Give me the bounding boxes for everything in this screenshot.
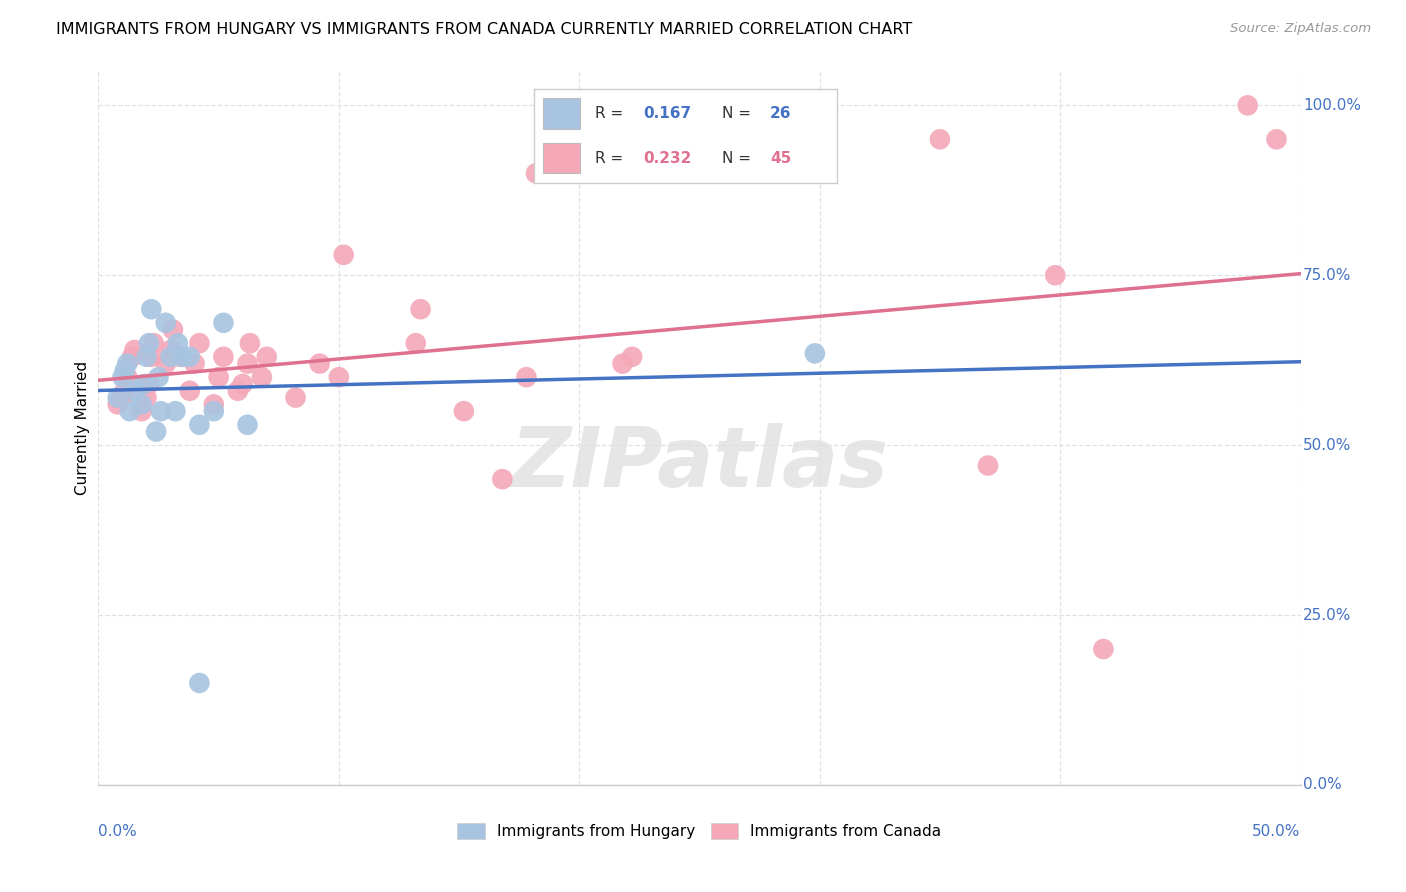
Text: 100.0%: 100.0% [1303,98,1361,113]
Point [166,336,188,351]
Point [236,417,259,432]
Text: Source: ZipAtlas.com: Source: ZipAtlas.com [1230,22,1371,36]
Point [621,350,644,364]
Point [159,350,181,364]
Legend: Immigrants from Hungary, Immigrants from Canada: Immigrants from Hungary, Immigrants from… [451,817,948,845]
Point [179,350,201,364]
Point [111,370,134,384]
Point [256,350,278,364]
Point [165,404,187,418]
Point [409,302,432,317]
Point [179,384,201,398]
Point [107,397,129,411]
Text: 45: 45 [770,151,792,166]
Point [155,316,177,330]
Point [169,350,191,364]
Bar [543,143,579,173]
Text: 50.0%: 50.0% [1303,438,1351,452]
Point [804,346,827,360]
Point [491,472,513,486]
Point [515,370,537,384]
Point [226,384,249,398]
Point [202,404,225,418]
Point [159,343,181,357]
Point [135,391,157,405]
Point [145,425,167,439]
Point [138,336,160,351]
Point [114,363,136,377]
Text: 75.0%: 75.0% [1303,268,1351,283]
Point [149,404,172,418]
Point [212,350,235,364]
Point [117,357,139,371]
Point [212,316,235,330]
Text: 0.167: 0.167 [643,105,692,120]
Point [141,350,163,364]
Point [239,336,262,351]
Text: 0.0%: 0.0% [98,824,138,839]
Point [284,391,307,405]
Point [141,302,163,317]
Point [111,391,134,405]
Point [453,404,475,418]
Point [328,370,350,384]
Point [162,323,184,337]
Point [131,397,153,411]
Point [138,376,160,391]
Point [202,397,225,411]
Point [155,357,177,371]
Point [107,391,129,405]
Point [124,343,146,357]
Point [172,350,194,364]
Text: N =: N = [721,105,755,120]
Point [612,357,634,371]
Point [183,357,205,371]
Text: 26: 26 [770,105,792,120]
Point [188,676,211,690]
Bar [543,97,579,128]
Point [131,404,153,418]
Text: 0.0%: 0.0% [1303,778,1341,792]
Point [1236,98,1258,112]
Point [308,357,330,371]
Text: N =: N = [721,151,755,166]
Point [132,376,155,391]
Point [1092,642,1115,657]
Point [124,384,146,398]
Text: 25.0%: 25.0% [1303,607,1351,623]
Point [148,370,170,384]
Point [250,370,273,384]
Point [236,357,259,371]
Text: IMMIGRANTS FROM HUNGARY VS IMMIGRANTS FROM CANADA CURRENTLY MARRIED CORRELATION : IMMIGRANTS FROM HUNGARY VS IMMIGRANTS FR… [56,22,912,37]
Text: R =: R = [595,151,628,166]
Text: R =: R = [595,105,628,120]
Point [208,370,231,384]
Point [977,458,1000,473]
Y-axis label: Currently Married: Currently Married [75,361,90,495]
Point [121,350,143,364]
Point [135,350,157,364]
Point [524,166,547,180]
Point [142,336,165,351]
Point [405,336,427,351]
Point [1045,268,1067,283]
Point [117,370,139,384]
Point [114,384,136,398]
Point [188,417,211,432]
Text: 50.0%: 50.0% [1253,824,1301,839]
Point [332,248,354,262]
Point [188,336,211,351]
Point [232,376,254,391]
Point [928,132,950,146]
Text: ZIPatlas: ZIPatlas [510,424,889,504]
Point [1265,132,1288,146]
Point [118,404,141,418]
Text: 0.232: 0.232 [643,151,692,166]
